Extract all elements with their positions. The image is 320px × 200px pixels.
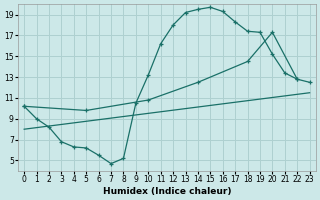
X-axis label: Humidex (Indice chaleur): Humidex (Indice chaleur) — [103, 187, 231, 196]
